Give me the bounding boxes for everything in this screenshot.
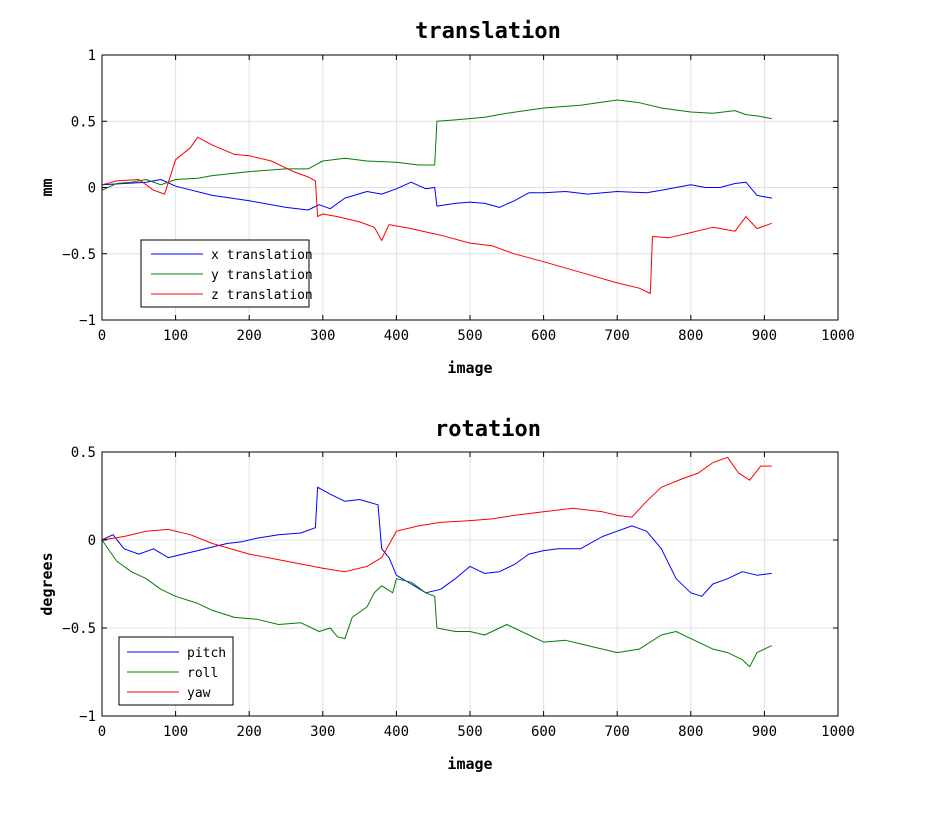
legend-label: yaw bbox=[187, 686, 211, 701]
x-tick-label: 400 bbox=[384, 724, 409, 740]
legend-label: y translation bbox=[211, 268, 313, 283]
series-line-y-translation bbox=[101, 99, 772, 191]
series-line-yaw bbox=[101, 456, 772, 573]
x-tick-label: 100 bbox=[163, 724, 188, 740]
legend: x translation y translation z translation bbox=[140, 239, 313, 308]
chart-rotation: 0 100 200 300 400 500 600 700 800 900 1000 0.5 0 −0.5… bbox=[38, 417, 855, 773]
series-line-pitch bbox=[101, 486, 772, 597]
x-tick-label: 500 bbox=[457, 724, 482, 740]
y-tick-label: −1 bbox=[79, 313, 96, 329]
x-tick-label: 600 bbox=[531, 328, 556, 344]
legend-label: z translation bbox=[211, 288, 313, 303]
x-tick-label: 400 bbox=[384, 328, 409, 344]
legend: pitch roll yaw bbox=[118, 636, 234, 706]
legend-label: x translation bbox=[211, 248, 313, 263]
y-tick-label: 1 bbox=[88, 48, 96, 64]
x-tick-label: 800 bbox=[678, 328, 703, 344]
x-axis-label: image bbox=[447, 359, 492, 377]
x-tick-label: 900 bbox=[752, 724, 777, 740]
y-tick-label: 0.5 bbox=[71, 114, 96, 130]
chart-title: rotation bbox=[435, 417, 541, 442]
x-tick-label: 200 bbox=[237, 328, 262, 344]
series-line-x-translation bbox=[101, 179, 772, 211]
x-tick-label: 300 bbox=[310, 328, 335, 344]
y-tick-label: 0.5 bbox=[71, 445, 96, 461]
chart-title: translation bbox=[415, 19, 561, 44]
x-tick-label: 700 bbox=[605, 328, 630, 344]
x-tick-label: 1000 bbox=[821, 328, 855, 344]
x-tick-label: 800 bbox=[678, 724, 703, 740]
y-tick-label: −1 bbox=[79, 709, 96, 725]
y-tick-label: 0 bbox=[88, 181, 96, 197]
y-tick-label: 0 bbox=[88, 533, 96, 549]
y-tick-label: −0.5 bbox=[62, 247, 96, 263]
x-tick-label: 700 bbox=[605, 724, 630, 740]
series-line-roll bbox=[101, 539, 773, 668]
y-tick-label: −0.5 bbox=[62, 621, 96, 637]
x-tick-label: 600 bbox=[531, 724, 556, 740]
x-tick-label: 100 bbox=[163, 328, 188, 344]
x-tick-label: 900 bbox=[752, 328, 777, 344]
series-line-z-translation bbox=[101, 136, 772, 294]
chart-translation: 0 100 200 300 400 500 600 700 800 900 1000 1 0.5 0 −0.… bbox=[38, 19, 855, 377]
x-tick-label: 0 bbox=[98, 328, 106, 344]
x-tick-label: 1000 bbox=[821, 724, 855, 740]
x-tick-label: 500 bbox=[457, 328, 482, 344]
x-tick-label: 300 bbox=[310, 724, 335, 740]
y-axis-label: degrees bbox=[38, 552, 56, 615]
legend-label: roll bbox=[187, 666, 218, 681]
x-tick-label: 0 bbox=[98, 724, 106, 740]
x-axis-label: image bbox=[447, 755, 492, 773]
legend-box bbox=[118, 636, 234, 706]
x-tick-label: 200 bbox=[237, 724, 262, 740]
y-axis-label: mm bbox=[38, 178, 56, 196]
legend-label: pitch bbox=[187, 646, 226, 661]
